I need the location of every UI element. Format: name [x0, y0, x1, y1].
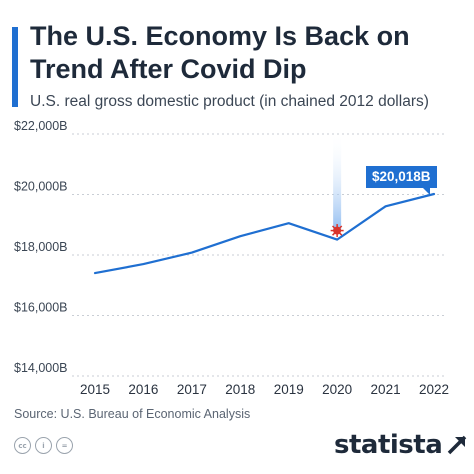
x-tick-label: 2017	[177, 382, 207, 397]
title-line-1: The U.S. Economy Is Back on	[30, 21, 410, 51]
no-derivatives-icon[interactable]: =	[56, 437, 73, 454]
y-tick-label: $18,000B	[14, 240, 68, 254]
x-tick-label: 2019	[274, 382, 304, 397]
y-tick-label: $16,000B	[14, 301, 68, 315]
title-line-2: Trend After Covid Dip	[30, 54, 307, 84]
callout-pointer	[422, 187, 430, 195]
x-tick-label: 2022	[419, 382, 449, 397]
latest-value-callout: $20,018B	[366, 166, 437, 188]
brand-wordmark: statista	[334, 430, 443, 460]
gdp-series-line	[93, 192, 436, 275]
virus-icon	[330, 224, 344, 238]
title-accent-bar	[12, 27, 18, 107]
license-icons: cc i =	[14, 437, 73, 454]
x-tick-label: 2021	[371, 382, 401, 397]
y-tick-label: $22,000B	[14, 119, 68, 133]
covid-highlight-beam	[333, 132, 342, 231]
x-tick-label: 2016	[128, 382, 158, 397]
attribution-icon[interactable]: i	[35, 437, 52, 454]
y-tick-label: $14,000B	[14, 361, 68, 375]
x-tick-label: 2018	[225, 382, 255, 397]
creative-commons-icon[interactable]: cc	[14, 437, 31, 454]
page-title: The U.S. Economy Is Back on Trend After …	[30, 20, 460, 86]
latest-value-label: $20,018B	[372, 169, 431, 184]
x-tick-label: 2020	[322, 382, 352, 397]
x-tick-label: 2015	[80, 382, 110, 397]
y-tick-label: $20,000B	[14, 180, 68, 194]
source-note: Source: U.S. Bureau of Economic Analysis	[14, 407, 251, 421]
statista-mark-icon	[448, 435, 467, 455]
chart-subtitle: U.S. real gross domestic product (in cha…	[30, 93, 429, 110]
statista-logo[interactable]: statista	[334, 430, 469, 460]
